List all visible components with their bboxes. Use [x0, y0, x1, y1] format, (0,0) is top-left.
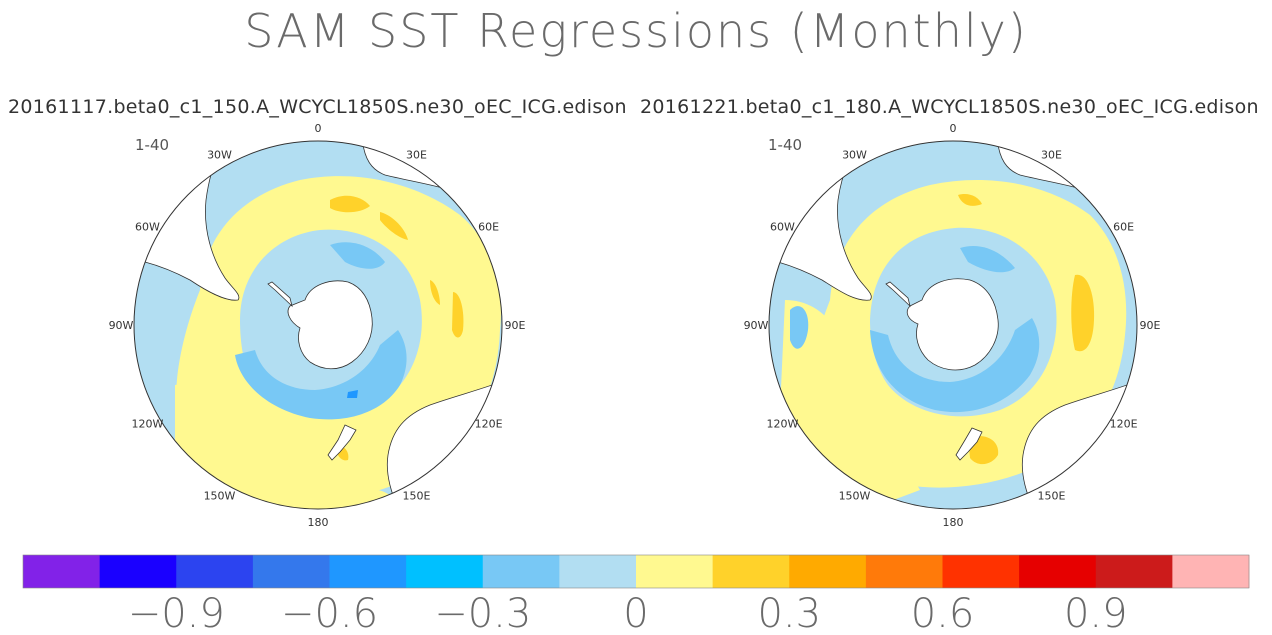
longitude-label: 60W [770, 221, 795, 234]
longitude-label: 120W [766, 418, 798, 431]
colorbar-bin [252, 555, 330, 588]
panel-2-title: 20161221.beta0_c1_180.A_WCYCL1850S.ne30_… [640, 96, 1259, 118]
longitude-label: 60W [135, 221, 160, 234]
longitude-label: 150W [204, 490, 236, 503]
longitude-label: 30E [1041, 148, 1062, 161]
panel-1-corner-label: 1-40 [135, 136, 169, 154]
longitude-label: 150E [403, 490, 431, 503]
colorbar-bin [1019, 555, 1097, 588]
panel-2-corner-label: 1-40 [768, 136, 802, 154]
longitude-label: 150E [1038, 490, 1066, 503]
field-atlantic-warm-max [330, 195, 370, 213]
field-pacific-warm [175, 383, 395, 509]
colorbar-tick-label: −0.3 [434, 591, 531, 635]
longitude-label: 150W [839, 490, 871, 503]
colorbar-bin [23, 555, 101, 588]
colorbar-bin [1095, 555, 1173, 588]
field-indian-warm-max-2 [452, 292, 464, 338]
field-negative-ring [235, 330, 407, 420]
colorbar-bin [712, 555, 790, 588]
colorbar-tick-label: 0.6 [911, 591, 975, 635]
longitude-label: 30E [406, 148, 427, 161]
colorbar-tick-label: 0 [623, 591, 648, 635]
new-zealand-landmass [327, 424, 357, 461]
longitude-label: 60E [478, 221, 499, 234]
colorbar-bin [406, 555, 484, 588]
colorbar-border [22, 554, 1250, 589]
map-border-1 [133, 140, 503, 510]
longitude-label: 120E [475, 418, 503, 431]
antarctica-landmass [287, 280, 373, 370]
field-indian-warm-max-1 [380, 212, 408, 240]
colorbar-bin [176, 555, 254, 588]
colorbar-tick-label: −0.6 [281, 591, 378, 635]
longitude-label: 90E [505, 319, 526, 332]
field-strong-negative-spot [347, 390, 358, 398]
antarctic-peninsula [267, 281, 293, 308]
field-negative-patch-east [330, 242, 385, 269]
longitude-label: 90W [744, 319, 769, 332]
longitude-label: 90W [109, 319, 134, 332]
longitude-label: 0 [315, 122, 322, 135]
colorbar-bin [789, 555, 867, 588]
polar-map-panel-2: 1-40 0 30E 60E 90E 120E 150E 180 150W 120W 90W 60W… [744, 122, 1161, 529]
field-negative-patch-pacific [790, 306, 809, 349]
colorbar-bin [942, 555, 1020, 588]
polar-map-panel-1: 1-40 0 30E 60E 90E 120E 150E 180 150W 120W 90W 60W… [109, 122, 526, 529]
longitude-label: 30W [842, 148, 867, 161]
longitude-label: 180 [943, 516, 964, 529]
colorbar-bin [99, 555, 177, 588]
colorbar-bin [482, 555, 560, 588]
field-atlantic-warm-max [958, 194, 982, 206]
colorbar-bin [329, 555, 407, 588]
longitude-label: 180 [308, 516, 329, 529]
colorbar-bin [636, 555, 714, 588]
field-indian-warm-max [1071, 274, 1095, 352]
antarctica-landmass [906, 278, 999, 371]
longitude-label: 90E [1140, 319, 1161, 332]
colorbar-tick-label: 0.3 [757, 591, 821, 635]
antarctic-peninsula [885, 281, 911, 308]
figure-title: SAM SST Regressions (Monthly) [244, 4, 1028, 58]
map-border-2 [768, 140, 1138, 510]
colorbar-tick-labels: −0.9 −0.6 −0.3 0 0.3 0.6 0.9 [128, 591, 1128, 635]
field-negative-patch-east [960, 246, 1015, 273]
field-indian-warm-max-3 [430, 280, 440, 305]
colorbar-bin [1172, 555, 1250, 588]
new-zealand-landmass [955, 427, 983, 461]
colorbar [22, 554, 1250, 589]
longitude-label: 30W [207, 148, 232, 161]
longitude-label: 120E [1110, 418, 1138, 431]
longitude-label: 120W [131, 418, 163, 431]
colorbar-tick-label: 0.9 [1064, 591, 1128, 635]
field-negative-ring [870, 318, 1040, 413]
longitude-label: 60E [1113, 221, 1134, 234]
panel-1-title: 20161117.beta0_c1_150.A_WCYCL1850S.ne30_… [8, 96, 627, 118]
colorbar-bin [865, 555, 943, 588]
colorbar-tick-label: −0.9 [128, 591, 225, 635]
longitude-label: 0 [950, 122, 957, 135]
colorbar-bin [559, 555, 637, 588]
